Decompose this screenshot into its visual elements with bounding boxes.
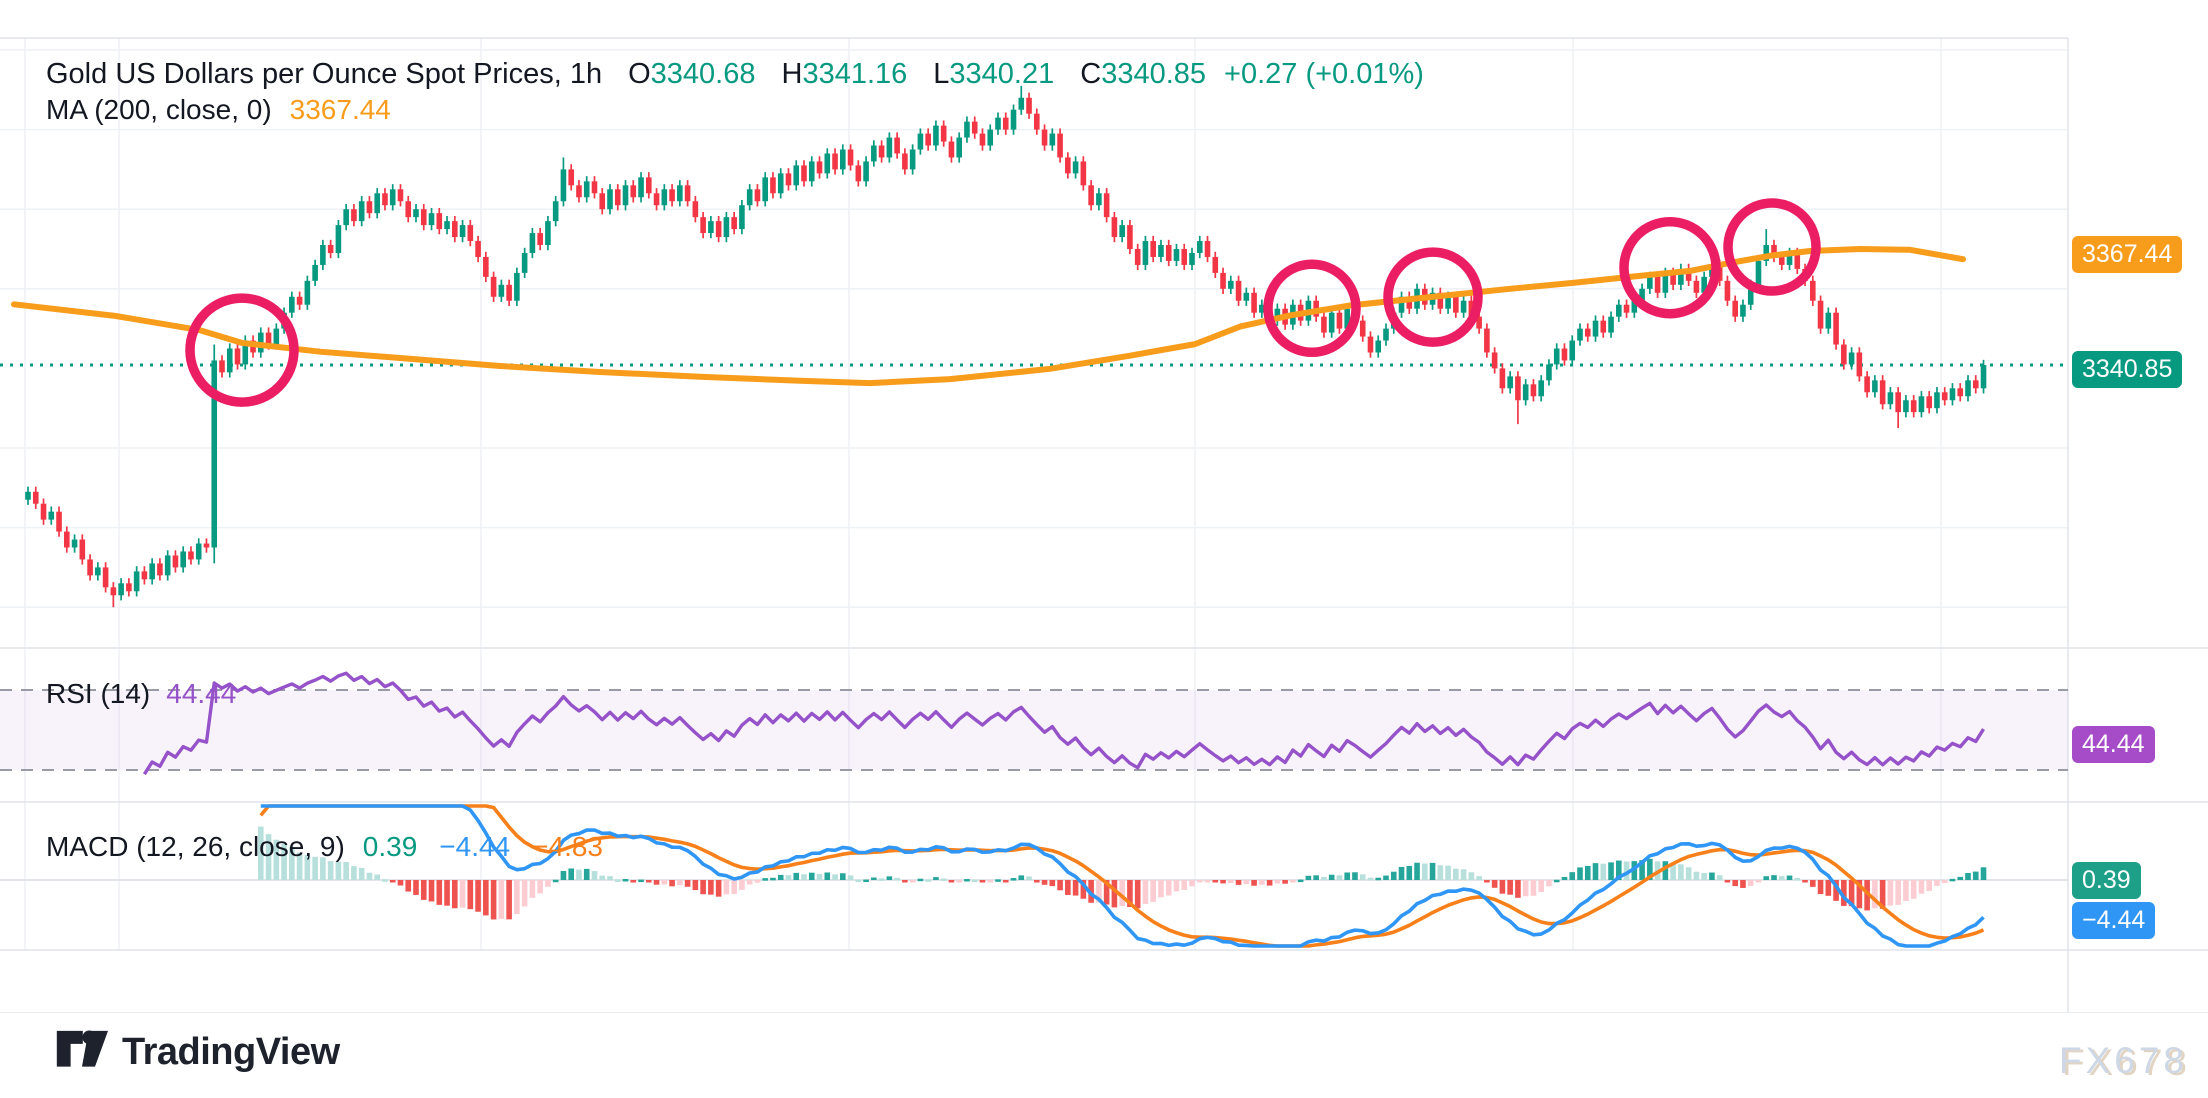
- macd-histogram: [258, 826, 1987, 920]
- macd-signal-value: −4.83: [532, 831, 603, 862]
- highlight-circles[interactable]: [185, 198, 1821, 407]
- ohlc-open: O 3340.68: [628, 58, 755, 91]
- macd-hist-value: 0.39: [362, 831, 418, 862]
- ma-200-line: [11, 246, 1966, 387]
- chart-canvas[interactable]: [0, 0, 2208, 1012]
- low-letter: L: [933, 58, 950, 90]
- macd-hist-badge[interactable]: 0.39: [2072, 862, 2141, 899]
- high-letter: H: [781, 58, 803, 90]
- annotation-circle[interactable]: [1383, 247, 1483, 347]
- rsi-line: [142, 671, 1985, 776]
- rsi-legend-row[interactable]: RSI (14) 44.44: [46, 677, 236, 710]
- candles-layer: [25, 85, 1987, 608]
- high-value: 3341.16: [802, 58, 908, 90]
- ohlc-close: C 3340.85: [1080, 58, 1206, 91]
- annotation-circle[interactable]: [185, 293, 299, 407]
- ma-value: 3367.44: [289, 94, 391, 125]
- annotation-circle[interactable]: [1263, 259, 1361, 358]
- open-letter: O: [628, 58, 651, 90]
- rsi-value-badge[interactable]: 44.44: [2072, 726, 2155, 763]
- footer-bar: TradingView: [0, 1012, 2208, 1098]
- tradingview-logo-icon: [56, 1030, 108, 1067]
- ohlc-high: H 3341.16: [781, 58, 907, 91]
- time-axis[interactable]: Aug57101315: [0, 950, 2068, 1012]
- macd-label: MACD (12, 26, close, 9): [46, 831, 345, 862]
- close-value: 3340.85: [1101, 58, 1207, 90]
- macd-legend-row[interactable]: MACD (12, 26, close, 9) 0.39 −4.44 −4.83: [46, 830, 603, 863]
- close-letter: C: [1080, 58, 1102, 90]
- macd-main-line: [260, 804, 1985, 948]
- ma-label: MA (200, close, 0): [46, 94, 272, 125]
- annotation-circle[interactable]: [1619, 216, 1721, 319]
- grid-layer: [0, 38, 2068, 950]
- macd-signal-line: [259, 804, 1985, 948]
- rsi-band: [0, 689, 2068, 771]
- symbol-title: Gold US Dollars per Ounce Spot Prices, 1…: [46, 58, 603, 90]
- last-price-badge[interactable]: 3340.85: [2072, 351, 2183, 388]
- symbol-legend-row[interactable]: Gold US Dollars per Ounce Spot Prices, 1…: [46, 58, 1424, 91]
- rsi-value: 44.44: [166, 678, 237, 709]
- macd-line-badge[interactable]: −4.44: [2072, 902, 2156, 939]
- low-value: 3340.21: [949, 58, 1055, 90]
- macd-line-value: −4.44: [439, 831, 511, 862]
- price-axis[interactable]: 3420.003400.003380.003360.003320.003300.…: [2068, 0, 2208, 1012]
- rsi-label: RSI (14): [46, 678, 151, 709]
- change-value: +0.27 (+0.01%): [1224, 58, 1424, 90]
- tradingview-logo-text: TradingView: [122, 1030, 340, 1073]
- tradingview-logo[interactable]: TradingView: [56, 1027, 340, 1077]
- open-value: 3340.68: [650, 58, 756, 90]
- fx678-watermark: FX678: [2058, 1040, 2188, 1081]
- ma-price-badge[interactable]: 3367.44: [2072, 236, 2183, 273]
- ma-legend-row[interactable]: MA (200, close, 0) 3367.44: [46, 93, 391, 126]
- ohlc-low: L 3340.21: [933, 58, 1054, 91]
- annotation-circle[interactable]: [1723, 198, 1821, 296]
- pane-separators: [0, 37, 2208, 1012]
